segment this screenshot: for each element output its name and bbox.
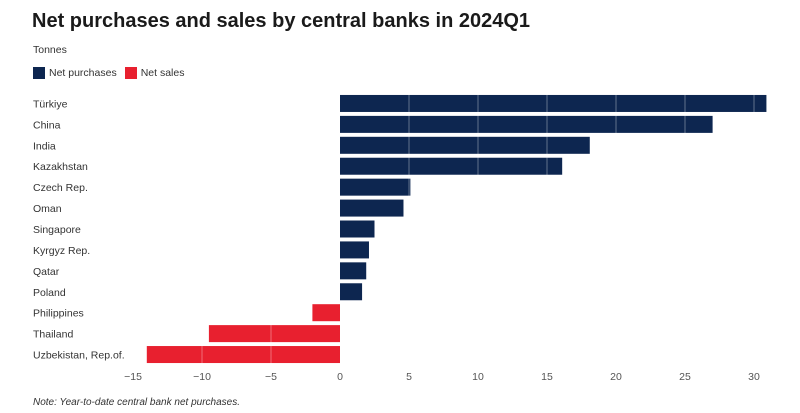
x-tick-label: −15 — [124, 371, 142, 383]
category-label: Thailand — [33, 329, 73, 341]
bar-uzbekistan-rep-of — [146, 346, 340, 364]
x-tick-label: 20 — [610, 371, 622, 383]
unit-label: Tonnes — [33, 44, 67, 56]
bar-china — [340, 115, 713, 133]
category-label: Qatar — [33, 266, 60, 278]
legend: Net purchases Net sales — [33, 67, 192, 79]
chart-note: Note: Year-to-date central bank net purc… — [33, 397, 240, 408]
category-label: Czech Rep. — [33, 182, 88, 194]
bar-thailand — [208, 325, 340, 343]
bar-poland — [340, 283, 363, 301]
legend-label-sales: Net sales — [140, 67, 185, 79]
bar-kyrgyz-rep — [340, 241, 369, 259]
category-label: Oman — [33, 203, 62, 215]
legend-swatch-sales — [124, 67, 137, 79]
category-label: Türkiye — [33, 98, 68, 110]
chart-title: Net purchases and sales by central banks… — [32, 10, 531, 32]
category-label: Uzbekistan, Rep.of. — [33, 350, 125, 362]
category-label: Philippines — [33, 308, 84, 320]
category-label: Kyrgyz Rep. — [33, 245, 90, 257]
legend-swatch-purchases — [33, 67, 45, 79]
bar-czech-rep — [340, 178, 411, 196]
category-label: India — [33, 140, 56, 152]
x-tick-label: 25 — [679, 371, 691, 383]
bar-kazakhstan — [340, 157, 563, 175]
bar-t-rkiye — [340, 94, 767, 112]
x-tick-label: −10 — [193, 371, 211, 383]
x-tick-label: −5 — [265, 371, 277, 383]
bar-india — [340, 136, 590, 154]
x-tick-label: 10 — [472, 371, 484, 383]
category-label: China — [33, 119, 61, 131]
bar-qatar — [340, 262, 367, 280]
category-label: Singapore — [33, 224, 81, 236]
legend-item-sales: Net sales — [124, 67, 185, 79]
x-tick-label: 0 — [337, 371, 343, 383]
bar-singapore — [340, 220, 375, 238]
legend-label-purchases: Net purchases — [49, 67, 117, 79]
x-tick-label: 15 — [541, 371, 553, 383]
x-tick-label: 5 — [406, 371, 412, 383]
category-label: Poland — [33, 287, 66, 299]
category-label: Kazakhstan — [33, 161, 88, 173]
bar-oman — [340, 199, 404, 217]
bar-philippines — [312, 304, 340, 322]
legend-item-purchases: Net purchases — [33, 67, 117, 79]
x-tick-label: 30 — [748, 371, 760, 383]
